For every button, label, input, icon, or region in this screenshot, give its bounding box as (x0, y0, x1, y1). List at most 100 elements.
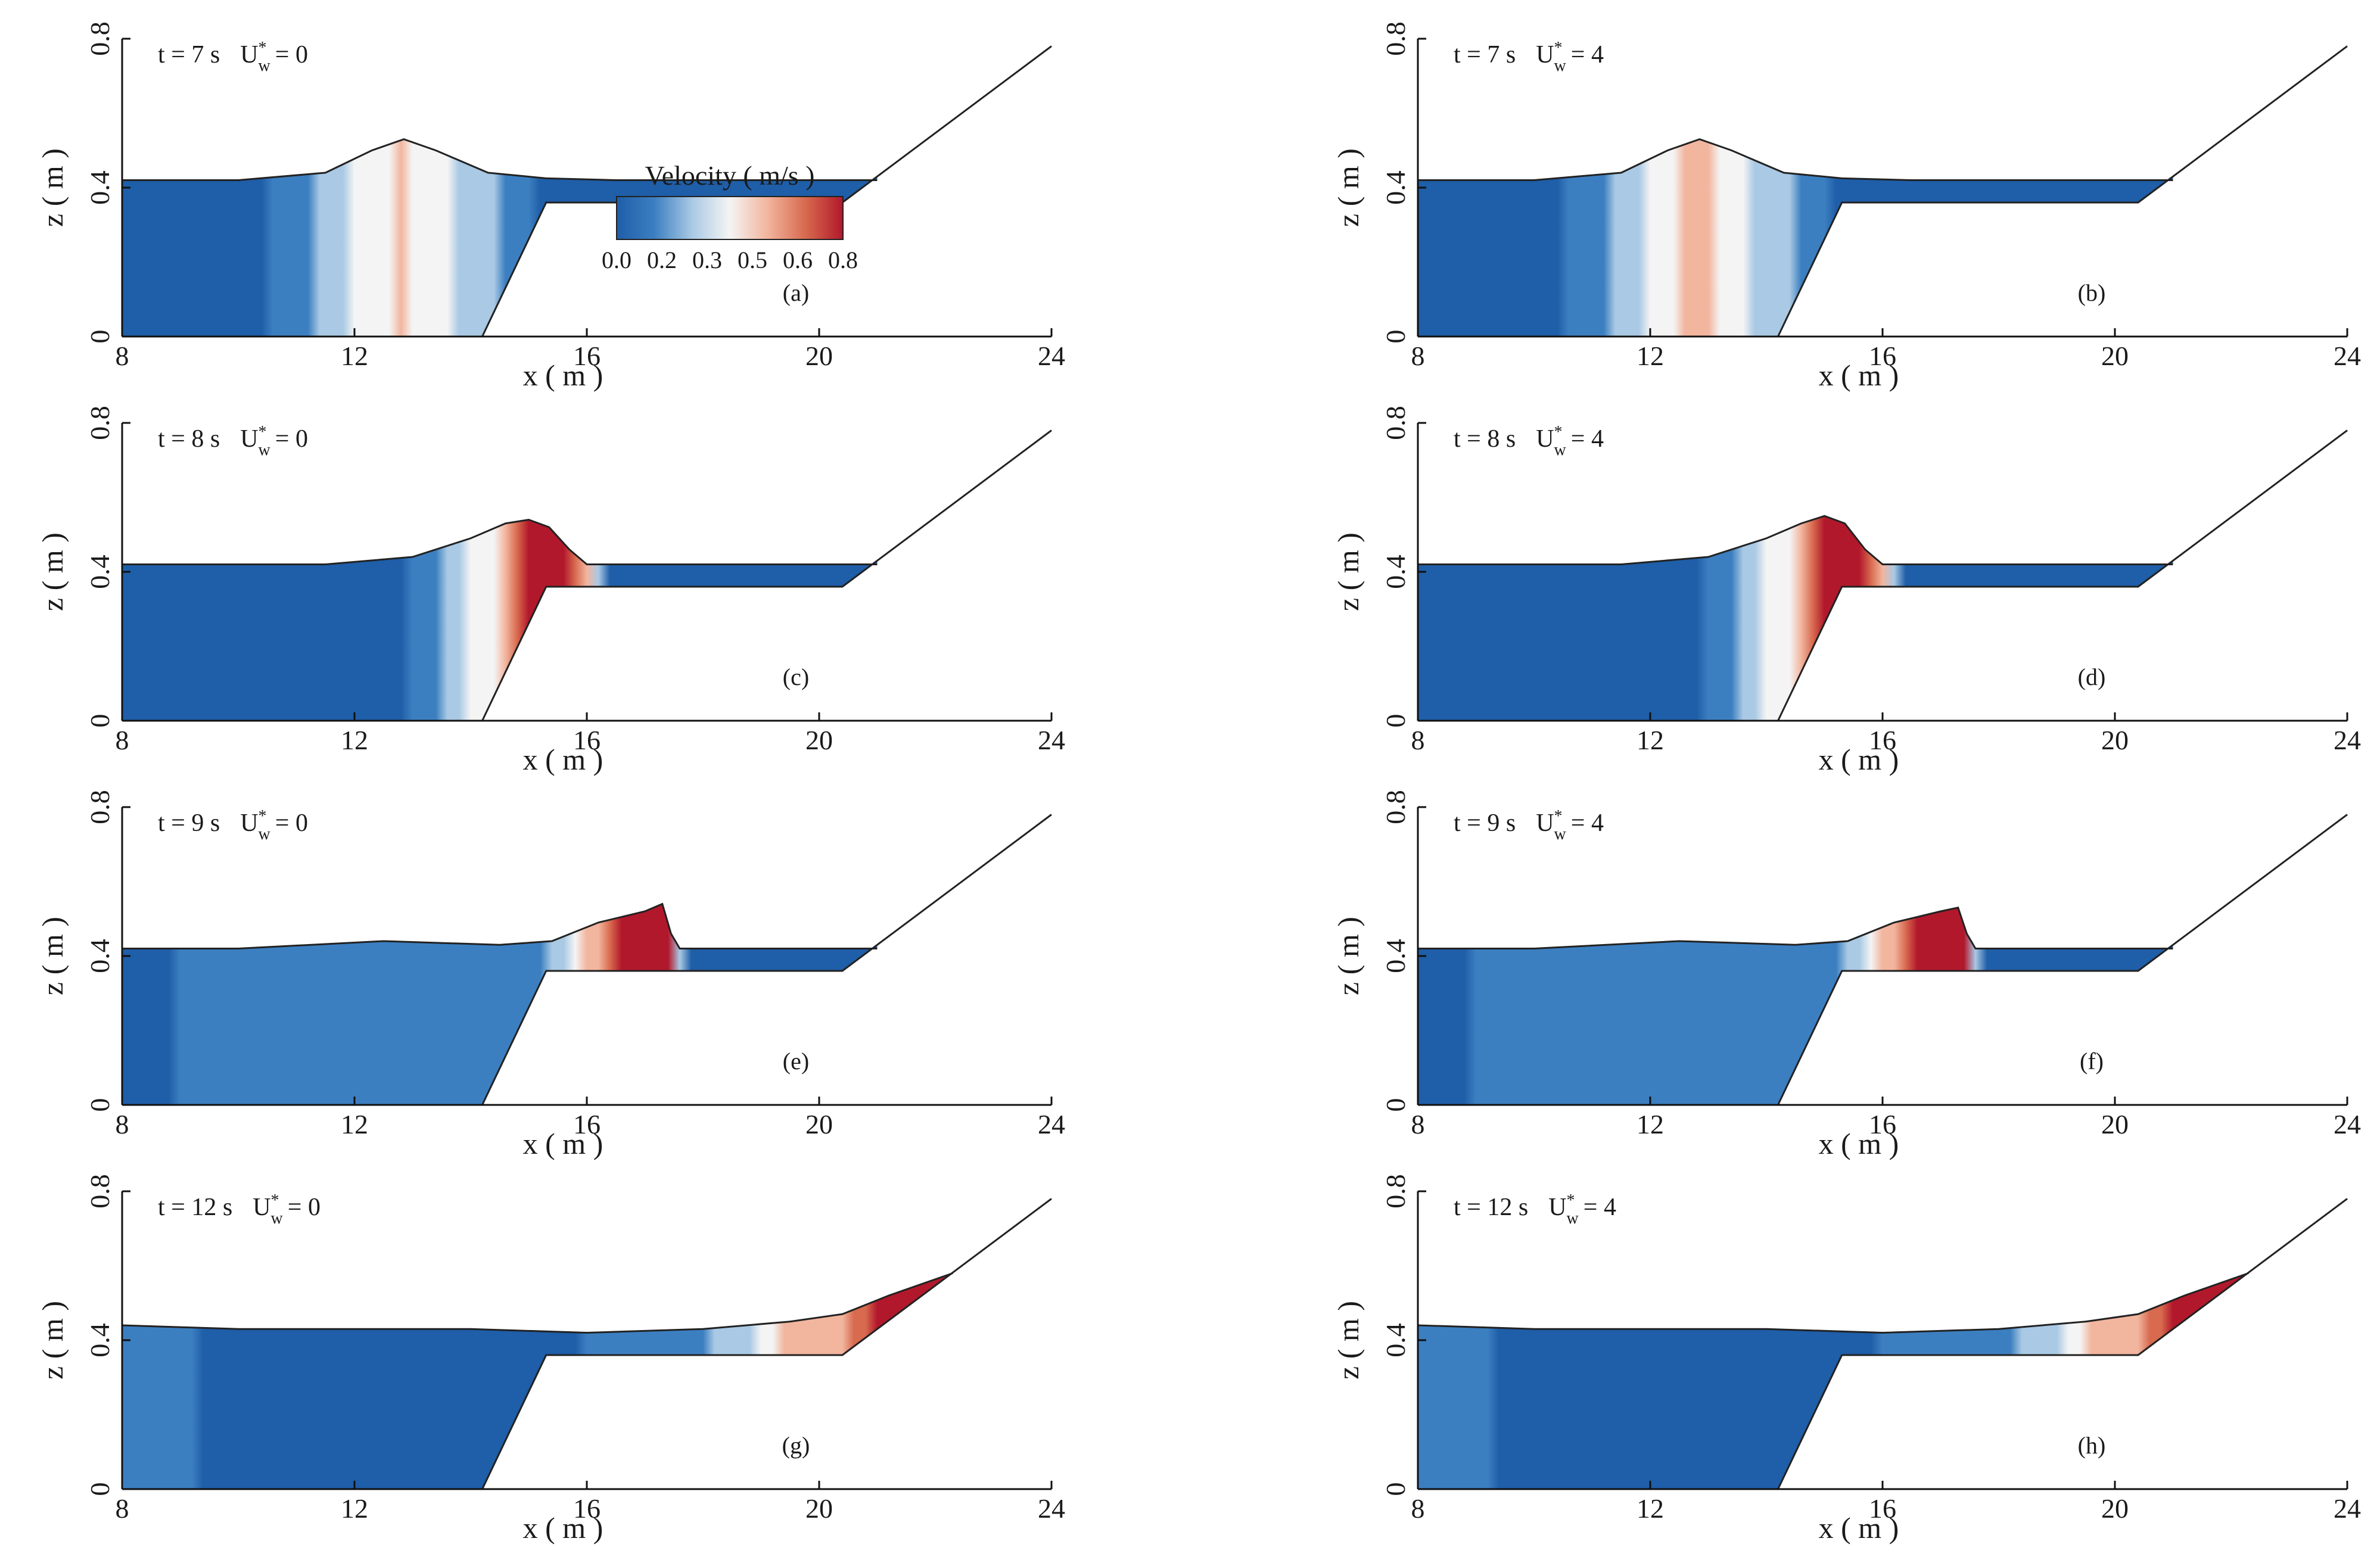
y-tick-label: 0 (1380, 1098, 1411, 1112)
free-surface-line (1418, 138, 2173, 181)
wind-superscript: * (259, 423, 267, 441)
x-tick-label: 24 (1038, 341, 1065, 371)
x-tick-label: 12 (341, 1493, 368, 1524)
y-axis-label: z ( m ) (1331, 917, 1365, 995)
free-surface-line (122, 902, 878, 949)
x-axis-label: x ( m ) (523, 1511, 603, 1544)
wind-value: 4 (1591, 809, 1604, 837)
colorbar-tick-label: 0.3 (692, 247, 722, 273)
y-tick-label: 0 (85, 714, 115, 728)
wind-subscript: w (259, 441, 271, 459)
colorbar-tick-label: 0.0 (602, 247, 631, 273)
wind-symbol: U (240, 809, 258, 837)
wind-symbol: U (1536, 41, 1554, 68)
wind-value: 0 (295, 809, 308, 837)
x-tick-label: 8 (116, 1493, 129, 1524)
wind-value: 4 (1604, 1194, 1616, 1221)
panel-tag: (f) (2080, 1048, 2104, 1075)
wind-subscript: w (259, 57, 271, 75)
y-tick-label: 0 (1380, 1483, 1411, 1496)
y-axis-label: z ( m ) (36, 1301, 69, 1379)
x-tick-label: 24 (2334, 1109, 2361, 1139)
time-label: t = 12 s (158, 1194, 232, 1221)
panel-d: 8 12 16 20 24 x ( m ) 0 0.4 0.8 z ( m ) t = 8 s U* w… (1331, 406, 2361, 776)
panel-annotation: t = 7 s U* w = 4 (1454, 39, 1604, 75)
wind-subscript: w (1554, 57, 1567, 75)
wind-value: 4 (1591, 425, 1604, 453)
panel-tag: (b) (2078, 279, 2106, 306)
free-surface-line (1417, 1272, 2249, 1334)
panel-e: 8 12 16 20 24 x ( m ) 0 0.4 0.8 z ( m ) t = 9 s U* w… (36, 790, 1065, 1160)
x-tick-label: 16 (573, 725, 601, 755)
x-tick-label: 20 (2101, 725, 2129, 755)
wind-superscript: * (1567, 1191, 1575, 1210)
x-tick-label: 8 (1411, 725, 1425, 755)
x-axis-label: x ( m ) (523, 743, 603, 776)
colorbar-tick-label: 0.6 (783, 247, 813, 273)
time-label: t = 8 s (158, 425, 220, 453)
free-surface-line (1418, 515, 2173, 565)
y-tick-label: 0 (85, 330, 115, 344)
y-tick-label: 0.4 (85, 1323, 115, 1357)
wind-equals: = (275, 41, 295, 68)
wind-superscript: * (1554, 423, 1563, 441)
time-label: t = 7 s (158, 41, 220, 68)
y-axis-label: z ( m ) (36, 917, 69, 995)
panel-tag: (g) (782, 1432, 810, 1459)
x-tick-label: 12 (1637, 725, 1664, 755)
y-tick-label: 0.4 (85, 555, 115, 589)
wind-equals: = (288, 1194, 308, 1221)
water-velocity-field (122, 904, 878, 1105)
y-tick-label: 0.8 (1380, 1174, 1411, 1209)
panel-annotation: t = 12 s U* w = 0 (158, 1191, 321, 1228)
panel-f: 8 12 16 20 24 x ( m ) 0 0.4 0.8 z ( m ) t = 9 s U* w… (1331, 790, 2361, 1160)
panel-annotation: t = 8 s U* w = 0 (158, 423, 308, 459)
y-tick-label: 0.8 (1380, 790, 1411, 824)
x-tick-label: 8 (1411, 1493, 1425, 1524)
y-tick-label: 0.8 (85, 406, 115, 440)
water-velocity-field (122, 139, 878, 337)
wind-equals: = (1571, 41, 1591, 68)
wind-superscript: * (1554, 39, 1563, 57)
x-tick-label: 16 (573, 1493, 601, 1524)
y-axis-label: z ( m ) (1331, 148, 1365, 227)
wind-superscript: * (1554, 807, 1563, 826)
wind-subscript: w (271, 1209, 284, 1228)
wind-equals: = (275, 425, 295, 453)
x-tick-label: 12 (1637, 1493, 1664, 1524)
wind-symbol: U (1536, 809, 1554, 837)
x-tick-label: 24 (1038, 1493, 1065, 1524)
x-tick-label: 20 (805, 1493, 833, 1524)
wind-subscript: w (1567, 1209, 1579, 1228)
x-tick-label: 24 (2334, 1493, 2361, 1524)
time-label: t = 12 s (1454, 1194, 1528, 1221)
wind-superscript: * (259, 39, 267, 57)
y-axis-label: z ( m ) (36, 533, 69, 611)
y-tick-label: 0.4 (85, 170, 115, 205)
water-velocity-field (1418, 139, 2173, 337)
panel-c: 8 12 16 20 24 x ( m ) 0 0.4 0.8 z ( m ) t = 8 s U* w… (36, 406, 1065, 776)
x-tick-label: 8 (1411, 341, 1425, 371)
y-tick-label: 0.4 (1380, 555, 1411, 589)
panel-tag: (c) (783, 664, 809, 690)
x-tick-label: 12 (341, 1109, 368, 1139)
colorbar-tick-label: 0.5 (738, 247, 767, 273)
x-tick-label: 16 (1869, 341, 1896, 371)
free-surface-line (1418, 907, 2173, 949)
wind-symbol: U (240, 425, 258, 453)
y-axis-label: z ( m ) (1331, 1301, 1365, 1379)
x-tick-label: 12 (341, 725, 368, 755)
x-tick-label: 16 (1869, 1493, 1896, 1524)
x-tick-label: 20 (2101, 341, 2129, 371)
wind-value: 4 (1591, 41, 1604, 68)
x-axis-label: x ( m ) (1819, 1127, 1899, 1160)
x-axis-label: x ( m ) (523, 359, 603, 392)
y-tick-label: 0.4 (85, 939, 115, 973)
free-surface-line (122, 138, 878, 181)
x-tick-label: 24 (1038, 725, 1065, 755)
panel-h: 8 12 16 20 24 x ( m ) 0 0.4 0.8 z ( m ) t = 12 s U*… (1331, 1174, 2361, 1544)
panel-tag: (h) (2078, 1432, 2106, 1459)
water-velocity-field (1418, 516, 2173, 721)
x-tick-label: 20 (2101, 1109, 2129, 1139)
time-label: t = 8 s (1454, 425, 1516, 453)
